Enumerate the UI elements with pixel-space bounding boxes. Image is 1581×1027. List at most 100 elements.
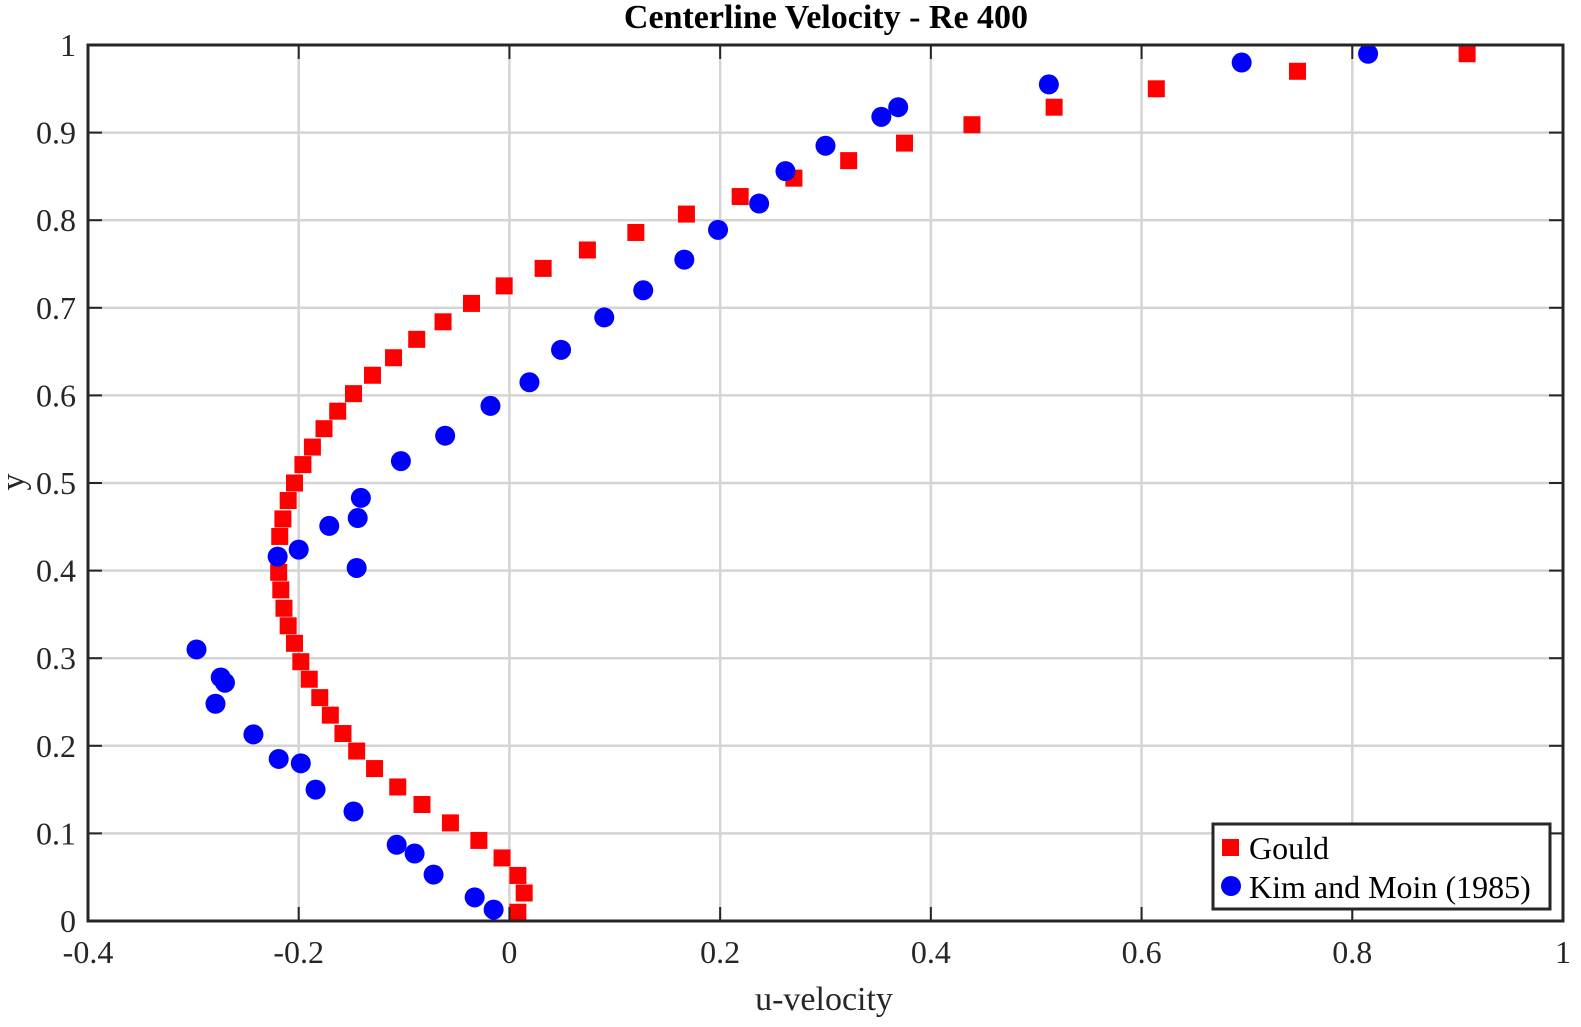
data-point-gould [413, 795, 431, 813]
data-point-gould [1045, 98, 1063, 116]
data-point-kim-and-moin-1985 [386, 834, 407, 855]
data-point-gould [363, 366, 381, 384]
y-tick-label: 0.1 [36, 815, 76, 851]
data-point-gould [731, 188, 749, 206]
data-point-gould [279, 492, 297, 510]
data-point-kim-and-moin-1985 [404, 843, 425, 864]
data-point-kim-and-moin-1985 [749, 193, 770, 214]
data-point-kim-and-moin-1985 [268, 748, 289, 769]
plot-area [186, 43, 1476, 921]
data-point-gould [345, 385, 362, 403]
legend-label-gould: Gould [1249, 830, 1329, 866]
data-point-kim-and-moin-1985 [435, 425, 456, 446]
data-point-gould [275, 599, 293, 617]
data-point-kim-and-moin-1985 [210, 667, 231, 688]
data-point-gould [578, 241, 596, 259]
data-point-kim-and-moin-1985 [288, 539, 309, 560]
y-tick-label: 0.9 [36, 115, 76, 151]
data-point-gould [1289, 62, 1306, 80]
x-tick-label: -0.4 [63, 934, 114, 970]
y-axis-label: y [0, 474, 32, 491]
y-tick-label: 0.6 [36, 377, 76, 413]
data-point-gould [463, 294, 480, 312]
data-point-gould [286, 634, 303, 652]
data-point-kim-and-moin-1985 [290, 753, 311, 774]
data-point-kim-and-moin-1985 [871, 106, 892, 127]
data-point-kim-and-moin-1985 [319, 515, 340, 536]
data-point-gould [509, 903, 527, 921]
data-point-kim-and-moin-1985 [815, 135, 836, 156]
data-point-kim-and-moin-1985 [708, 219, 729, 240]
data-point-gould [627, 223, 645, 241]
data-point-gould [534, 259, 552, 277]
data-point-kim-and-moin-1985 [888, 97, 909, 118]
y-tick-label: 0 [60, 903, 76, 939]
legend-box [1211, 822, 1552, 911]
data-point-gould [300, 670, 318, 688]
y-tick-label: 1 [60, 27, 76, 63]
y-tick-label: 0.5 [36, 465, 76, 501]
data-point-kim-and-moin-1985 [267, 546, 288, 567]
data-point-gould [515, 884, 533, 902]
data-point-gould [272, 581, 290, 599]
data-point-gould [1147, 80, 1165, 98]
data-point-kim-and-moin-1985 [519, 372, 540, 393]
tick-labels: -0.4 -0.2 0 0.2 0.4 0.6 0.8 1 0 0.1 0.2 0.3 0.4 0.5 0.… [36, 27, 1571, 970]
data-point-gould [348, 742, 366, 760]
data-point-gould [1458, 45, 1476, 63]
data-point-kim-and-moin-1985 [1358, 43, 1379, 64]
y-tick-label: 0.7 [36, 290, 76, 326]
data-point-gould [840, 152, 858, 170]
data-point-gould [366, 760, 384, 778]
legend-label-kim-moin: Kim and Moin (1985) [1249, 869, 1531, 905]
data-point-gould [279, 617, 297, 635]
x-axis-label: u-velocity [755, 981, 893, 1018]
data-point-gould [274, 510, 292, 528]
data-point-kim-and-moin-1985 [347, 508, 368, 529]
x-tick-label: 0.2 [700, 934, 740, 970]
data-point-gould [963, 116, 981, 134]
data-point-gould [434, 313, 452, 331]
data-point-gould [329, 402, 347, 420]
data-point-gould [896, 134, 914, 152]
data-point-kim-and-moin-1985 [483, 899, 504, 920]
series-gould [270, 45, 1476, 921]
data-point-kim-and-moin-1985 [594, 307, 615, 328]
data-point-kim-and-moin-1985 [1231, 52, 1252, 73]
series-kim-and-moin-1985 [186, 43, 1379, 920]
grid [88, 45, 1563, 921]
data-point-gould [286, 474, 303, 492]
data-point-kim-and-moin-1985 [350, 487, 371, 508]
y-tick-label: 0.2 [36, 728, 76, 764]
data-point-gould [677, 205, 695, 223]
x-tick-label: 1 [1555, 934, 1571, 970]
x-tick-label: 0.6 [1122, 934, 1162, 970]
data-point-kim-and-moin-1985 [480, 395, 501, 416]
data-point-gould [441, 814, 459, 832]
x-tick-label: 0.4 [911, 934, 951, 970]
data-point-gould [294, 456, 312, 474]
data-point-gould [315, 420, 333, 438]
data-point-kim-and-moin-1985 [305, 779, 326, 800]
chart-title: Centerline Velocity - Re 400 [624, 0, 1028, 36]
data-point-kim-and-moin-1985 [243, 724, 264, 745]
data-point-kim-and-moin-1985 [343, 801, 364, 822]
data-point-kim-and-moin-1985 [423, 864, 444, 885]
data-point-gould [334, 725, 352, 743]
data-point-gould [389, 778, 407, 796]
data-point-kim-and-moin-1985 [1038, 74, 1059, 95]
data-point-gould [385, 349, 403, 367]
data-point-gould [321, 706, 339, 724]
data-point-gould [270, 563, 288, 581]
x-tick-label: 0.8 [1332, 934, 1372, 970]
data-point-kim-and-moin-1985 [186, 639, 207, 660]
data-point-gould [303, 438, 321, 456]
data-point-gould [495, 277, 513, 295]
data-point-kim-and-moin-1985 [205, 693, 226, 714]
data-point-kim-and-moin-1985 [674, 249, 695, 270]
data-point-gould [408, 330, 426, 348]
data-point-kim-and-moin-1985 [346, 557, 367, 578]
data-point-gould [493, 849, 511, 867]
data-point-kim-and-moin-1985 [633, 280, 654, 301]
